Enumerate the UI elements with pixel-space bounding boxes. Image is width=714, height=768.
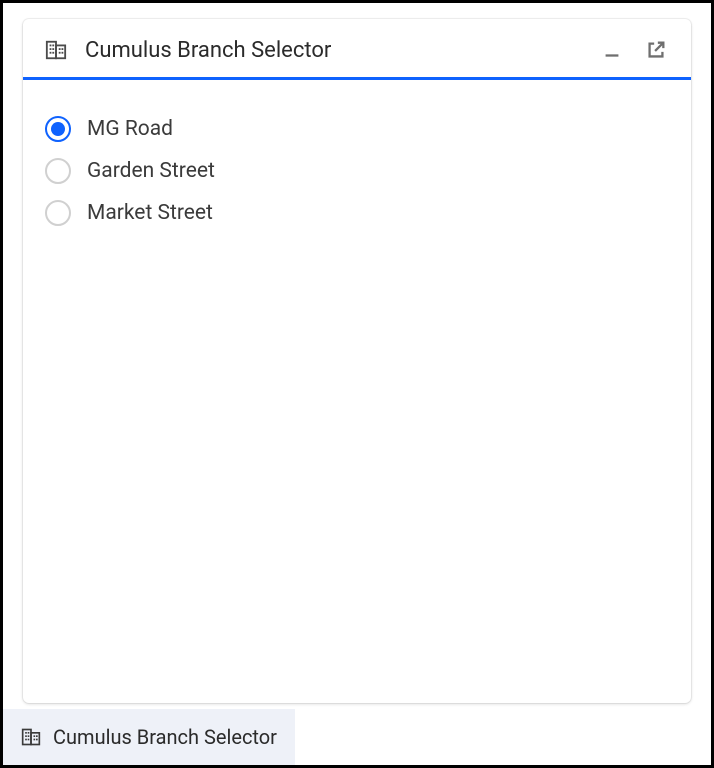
branch-list: MG Road Garden Street Market Street xyxy=(23,80,691,262)
branch-option[interactable]: MG Road xyxy=(45,108,669,150)
radio-icon xyxy=(45,158,71,184)
radio-icon xyxy=(45,200,71,226)
taskbar: Cumulus Branch Selector xyxy=(3,709,711,765)
branch-option[interactable]: Garden Street xyxy=(45,150,669,192)
building-icon xyxy=(21,727,41,747)
branch-option-label: MG Road xyxy=(87,117,173,141)
taskbar-item-label: Cumulus Branch Selector xyxy=(53,725,277,749)
branch-option[interactable]: Market Street xyxy=(45,192,669,234)
branch-selector-window: Cumulus Branch Selector MG Road Garden S… xyxy=(23,19,691,703)
popout-button[interactable] xyxy=(643,37,669,63)
branch-option-label: Garden Street xyxy=(87,159,215,183)
window-title: Cumulus Branch Selector xyxy=(85,38,581,63)
branch-option-label: Market Street xyxy=(87,201,213,225)
minimize-button[interactable] xyxy=(599,37,625,63)
taskbar-item-branch-selector[interactable]: Cumulus Branch Selector xyxy=(3,709,295,765)
building-icon xyxy=(45,39,67,61)
window-titlebar: Cumulus Branch Selector xyxy=(23,19,691,77)
radio-icon xyxy=(45,116,71,142)
